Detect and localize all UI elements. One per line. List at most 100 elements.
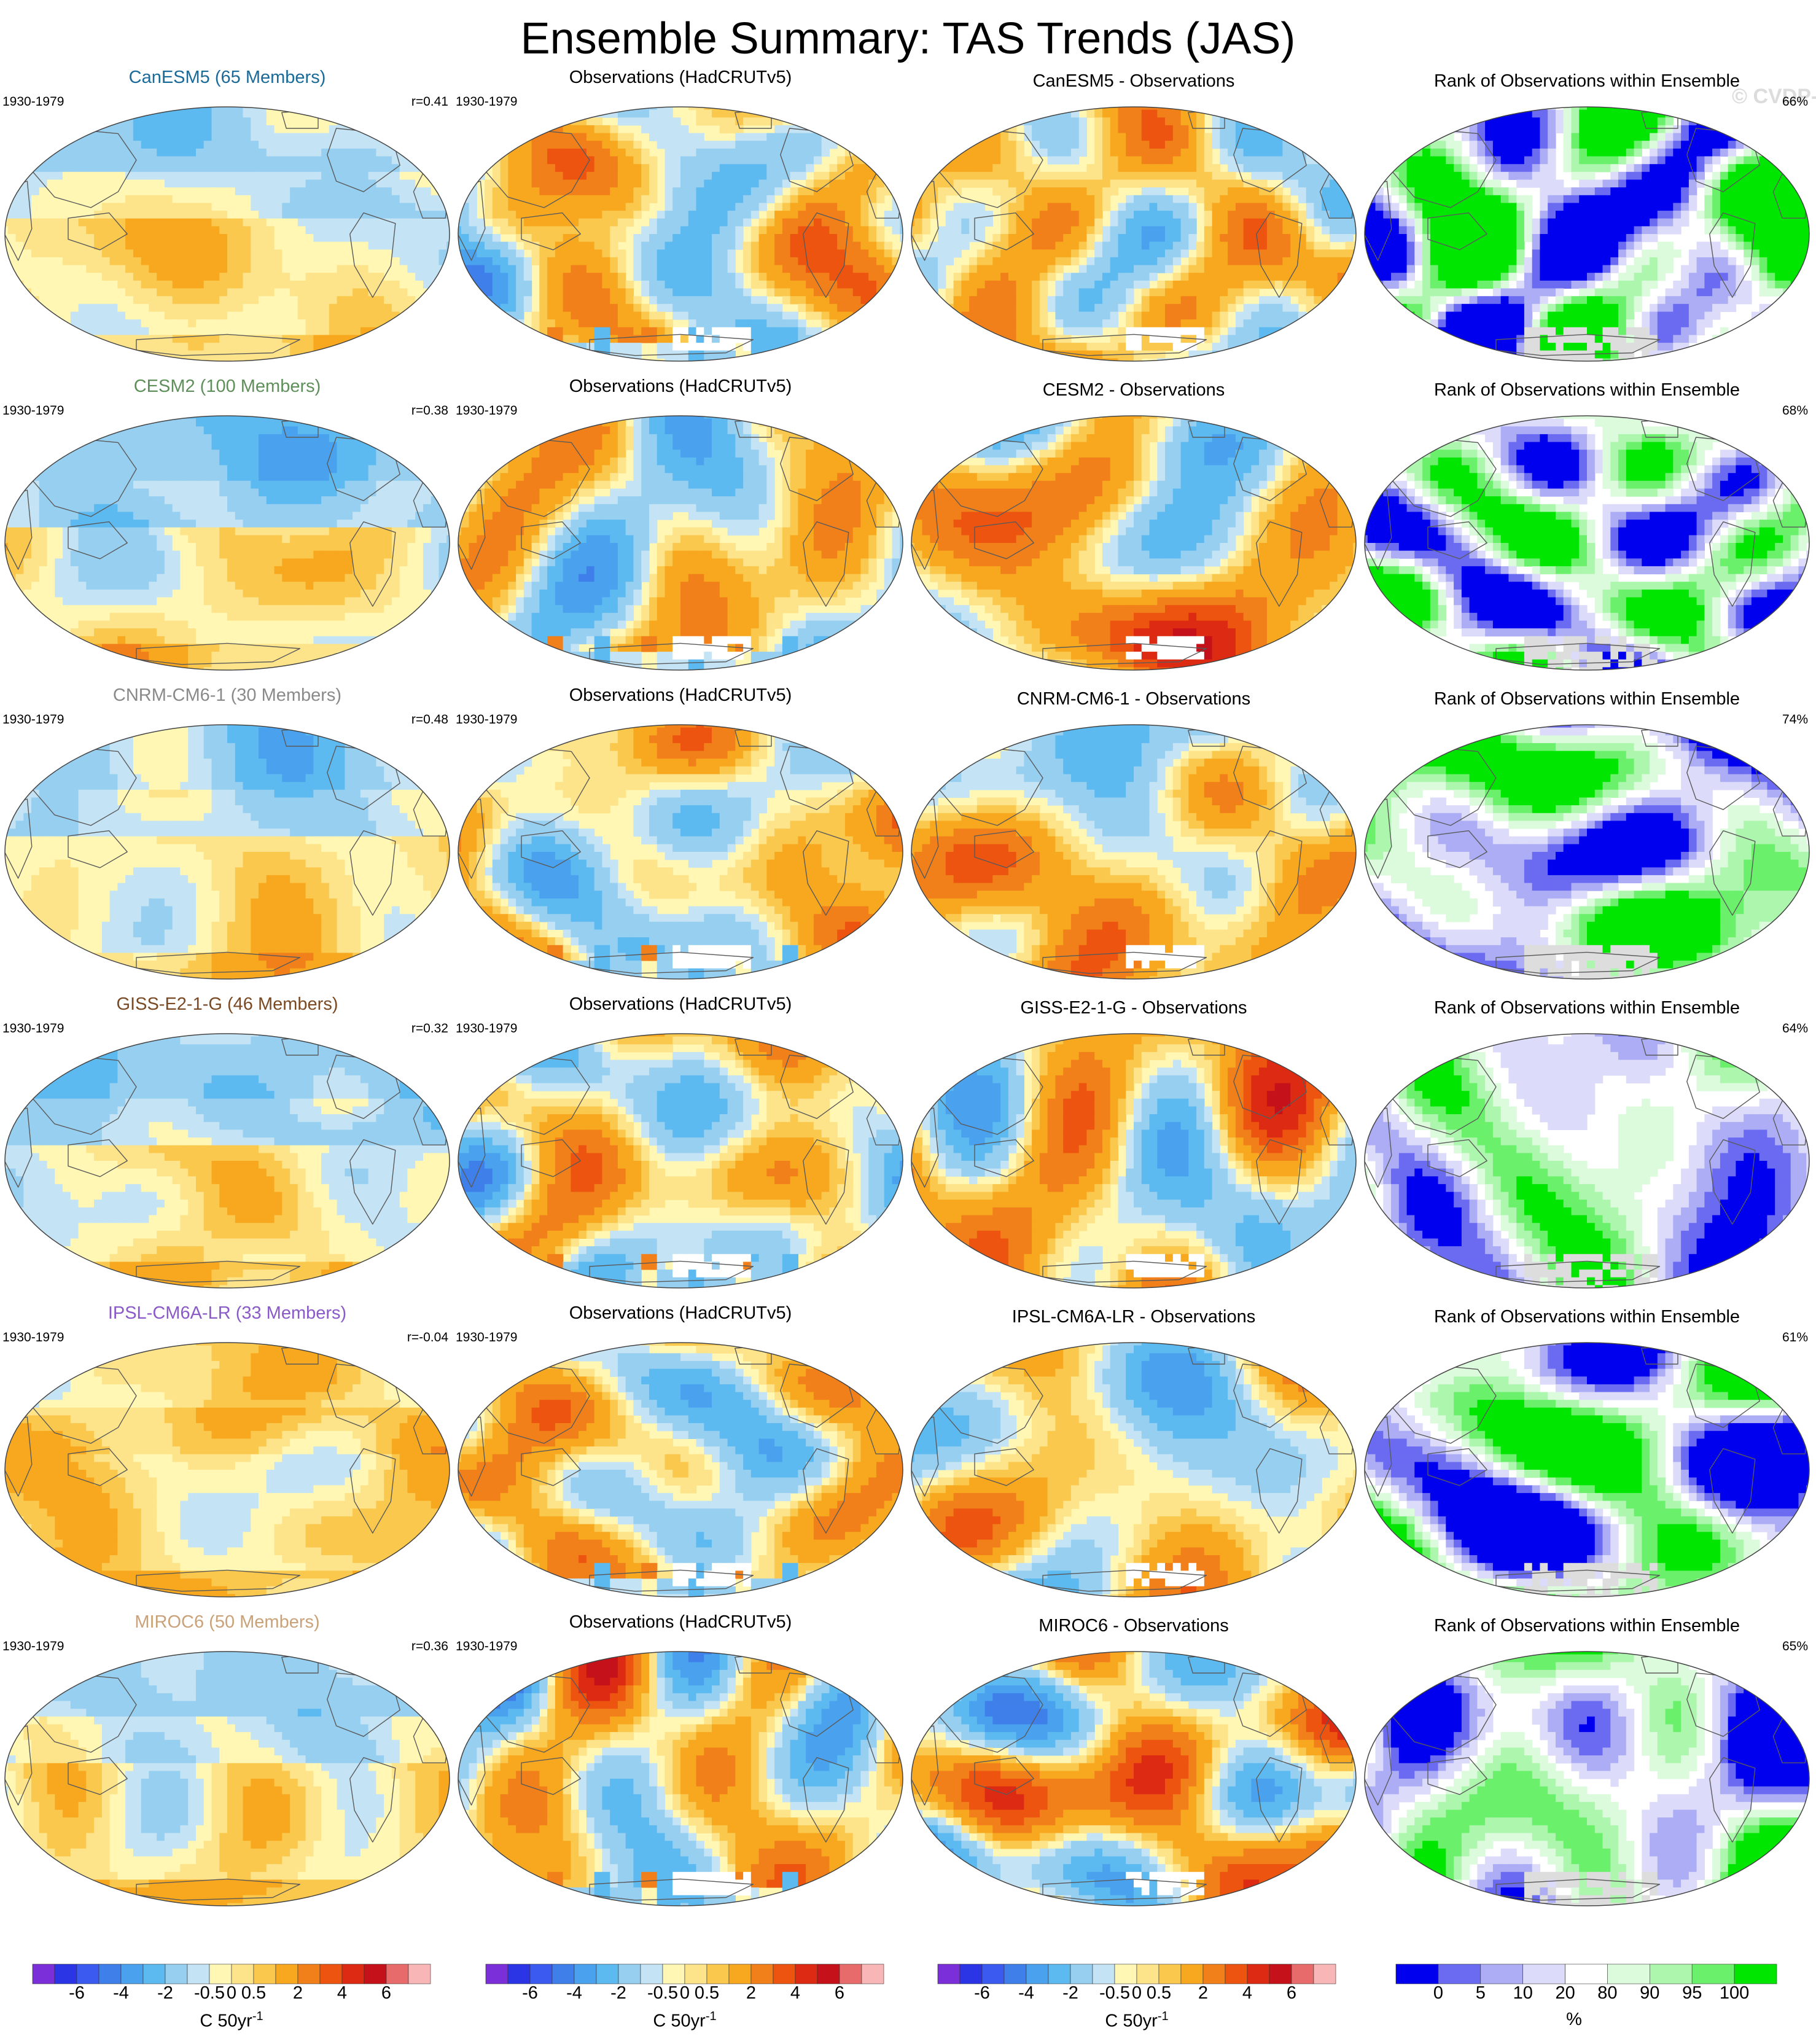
panel-model-row-4: GISS-E2-1-G (46 Members) 1930-1979 r=0.32	[0, 989, 454, 1297]
rank-percentage: 74%	[1782, 712, 1808, 727]
pattern-correlation: r=0.38	[411, 404, 448, 418]
trend-map	[911, 1033, 1357, 1289]
colorbar-swatch	[529, 1964, 553, 1984]
trend-map	[458, 724, 903, 980]
panel-rank-row-4: Rank of Observations within Ensemble 64%	[1360, 989, 1814, 1297]
model-title: GISS-E2-1-G (46 Members)	[0, 994, 454, 1015]
colorbar-swatch	[596, 1964, 619, 1984]
colorbar-tick-label: -2	[610, 1983, 626, 2003]
colorbar-tick-label: 4	[337, 1983, 347, 2003]
colorbar-swatch	[684, 1964, 707, 1984]
colorbar-swatch	[1202, 1964, 1226, 1984]
colorbar-swatch	[981, 1964, 1005, 1984]
colorbar-swatch	[54, 1964, 77, 1984]
colorbar-unit-exponent: -1	[1158, 2010, 1169, 2023]
rank-title: Rank of Observations within Ensemble	[1360, 71, 1814, 92]
panel-obs-row-5: Observations (HadCRUTv5) 1930-1979	[453, 1298, 908, 1605]
trend-map	[4, 724, 450, 980]
rank-percentage: 65%	[1782, 1639, 1808, 1654]
trend-map	[911, 415, 1357, 671]
rank-map	[1364, 724, 1810, 980]
colorbar-swatch	[1313, 1964, 1336, 1984]
pattern-correlation: r=0.48	[411, 712, 448, 727]
trend-map	[911, 106, 1357, 362]
panel-diff-row-3: CNRM-CM6-1 - Observations	[906, 681, 1361, 988]
colorbar-swatch	[795, 1964, 818, 1984]
colorbar-swatch	[1247, 1964, 1270, 1984]
rank-title: Rank of Observations within Ensemble	[1360, 998, 1814, 1018]
panel-diff-row-5: IPSL-CM6A-LR - Observations	[906, 1298, 1361, 1605]
colorbar-swatch	[728, 1964, 752, 1984]
colorbar-tick-label: -4	[1018, 1983, 1034, 2003]
colorbar-model: -6 -4 -2 -0.5 0 0.5 2 4 6 C 50yr-1	[29, 1963, 434, 2037]
colorbar-swatch	[1180, 1964, 1204, 1984]
colorbar-swatches: 0 5 10 20 80 90 95 100	[1395, 1964, 1777, 2003]
colorbar-tick-label: -6	[974, 1983, 990, 2003]
panel-model-row-5: IPSL-CM6A-LR (33 Members) 1930-1979 r=-0.0…	[0, 1298, 454, 1605]
trend-map	[911, 724, 1357, 980]
panel-rank-row-5: Rank of Observations within Ensemble 61%	[1360, 1298, 1814, 1605]
trend-map	[458, 1342, 903, 1597]
rank-map	[1364, 415, 1810, 671]
panel-obs-row-3: Observations (HadCRUTv5) 1930-1979	[453, 681, 908, 988]
colorbar-tick-label: 10	[1513, 1983, 1533, 2003]
period-label: 1930-1979	[456, 95, 517, 109]
trend-map	[458, 1033, 903, 1289]
colorbar-unit-text: C 50yr	[653, 2011, 705, 2031]
colorbar-swatch	[319, 1964, 343, 1984]
colorbar-tick-label: -4	[113, 1983, 129, 2003]
period-label: 1930-1979	[456, 1330, 517, 1345]
colorbar-swatch	[817, 1964, 840, 1984]
trend-map	[911, 1651, 1357, 1906]
difference-title: CESM2 - Observations	[906, 380, 1361, 400]
panel-model-row-2: CESM2 (100 Members) 1930-1979 r=0.38	[0, 372, 454, 679]
colorbar-swatch	[773, 1964, 796, 1984]
panel-rank-row-3: Rank of Observations within Ensemble 74%	[1360, 681, 1814, 988]
colorbar-unit-exponent: -1	[252, 2010, 263, 2023]
rank-map	[1364, 106, 1810, 362]
colorbar-tick-label: 4	[790, 1983, 800, 2003]
observations-title: Observations (HadCRUTv5)	[453, 685, 908, 706]
colorbar-swatch	[364, 1964, 387, 1984]
colorbar-tick-label: 5	[1476, 1983, 1486, 2003]
colorbar-swatch	[1649, 1964, 1693, 1984]
colorbar-tick-label: 20	[1555, 1983, 1575, 2003]
colorbar-tick-label: 6	[835, 1983, 844, 2003]
colorbar-swatch	[551, 1964, 575, 1984]
model-title: MIROC6 (50 Members)	[0, 1612, 454, 1632]
colorbar-swatch	[1070, 1964, 1093, 1984]
pattern-correlation: r=0.36	[411, 1639, 448, 1654]
colorbar-swatch	[275, 1964, 298, 1984]
panel-rank-row-1: Rank of Observations within Ensemble 66%	[1360, 63, 1814, 370]
colorbar-swatch	[386, 1964, 409, 1984]
period-label: 1930-1979	[2, 1021, 64, 1036]
colorbar-swatch	[1048, 1964, 1071, 1984]
rank-title: Rank of Observations within Ensemble	[1360, 1307, 1814, 1327]
panel-diff-row-1: CanESM5 - Observations	[906, 63, 1361, 370]
colorbar-tick-label: 0.5	[241, 1983, 266, 2003]
watermark: © CVDP-LE	[1732, 85, 1816, 109]
colorbar-swatch	[706, 1964, 730, 1984]
pattern-correlation: r=-0.04	[407, 1330, 448, 1345]
period-label: 1930-1979	[456, 1639, 517, 1654]
panel-obs-row-2: Observations (HadCRUTv5) 1930-1979	[453, 372, 908, 679]
colorbar-tick-label: 0	[1433, 1983, 1443, 2003]
colorbar-tick-label: 4	[1242, 1983, 1252, 2003]
observations-title: Observations (HadCRUTv5)	[453, 1612, 908, 1632]
model-title: CESM2 (100 Members)	[0, 376, 454, 397]
colorbar-swatch	[231, 1964, 254, 1984]
colorbar-tick-label: 0	[680, 1983, 690, 2003]
colorbar-swatch	[76, 1964, 99, 1984]
difference-title: MIROC6 - Observations	[906, 1616, 1361, 1636]
colorbar-swatch	[1565, 1964, 1608, 1984]
pattern-correlation: r=0.32	[411, 1021, 448, 1036]
colorbar-swatch	[142, 1964, 166, 1984]
colorbar-tick-label: -2	[157, 1983, 173, 2003]
colorbar-swatch	[750, 1964, 774, 1984]
page-title: Ensemble Summary: TAS Trends (JAS)	[0, 12, 1816, 65]
colorbar-unit-text: C 50yr	[1105, 2011, 1157, 2031]
colorbar-swatch	[1158, 1964, 1182, 1984]
colorbar-swatch	[1225, 1964, 1248, 1984]
panel-obs-row-4: Observations (HadCRUTv5) 1930-1979	[453, 989, 908, 1297]
colorbar-swatch	[959, 1964, 983, 1984]
